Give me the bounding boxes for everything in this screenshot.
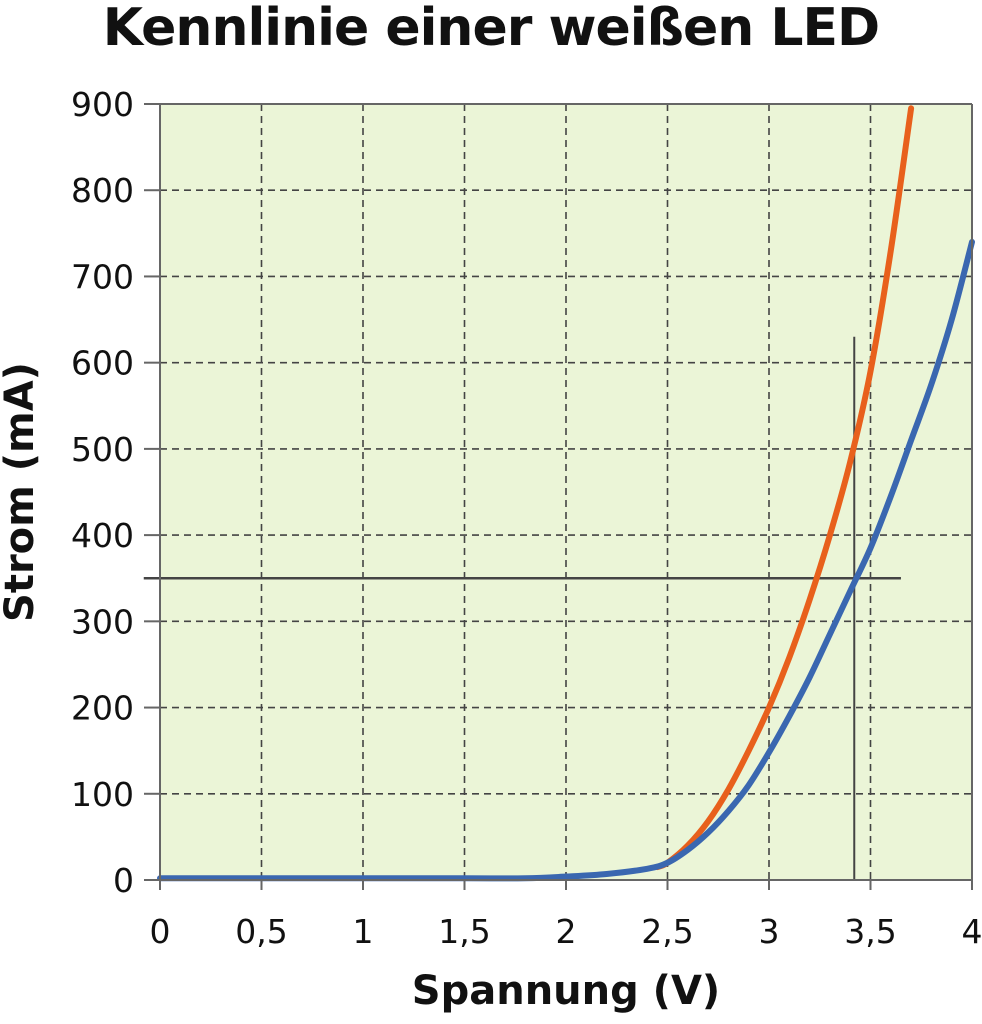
- y-tick-label: 800: [71, 171, 134, 210]
- y-axis-label: Strom (mA): [0, 362, 43, 622]
- y-tick-label: 100: [71, 775, 134, 814]
- y-tick-label: 400: [71, 516, 134, 555]
- x-tick-label: 2,5: [641, 912, 693, 951]
- x-tick-label: 1: [353, 912, 374, 951]
- chart-title: Kennlinie einer weißen LED: [102, 0, 880, 58]
- y-tick-label: 0: [113, 861, 134, 900]
- y-tick-label: 600: [71, 344, 134, 383]
- x-tick-label: 0,5: [235, 912, 287, 951]
- x-tick-label: 2: [556, 912, 577, 951]
- y-tick-label: 200: [71, 689, 134, 728]
- series-line-1: [654, 105, 915, 871]
- x-tick-label: 1,5: [438, 912, 490, 951]
- y-tick-label: 900: [71, 85, 134, 124]
- y-tick-label: 300: [71, 602, 134, 641]
- x-axis-label: Spannung (V): [411, 968, 721, 1014]
- series-line-2: [157, 238, 975, 882]
- y-tick-label: 500: [71, 430, 134, 469]
- x-tick-label: 4: [962, 912, 982, 951]
- x-tick-label: 3: [759, 912, 780, 951]
- x-tick-label: 0: [150, 912, 171, 951]
- y-tick-label: 700: [71, 257, 134, 296]
- x-tick-label: 3,5: [844, 912, 896, 951]
